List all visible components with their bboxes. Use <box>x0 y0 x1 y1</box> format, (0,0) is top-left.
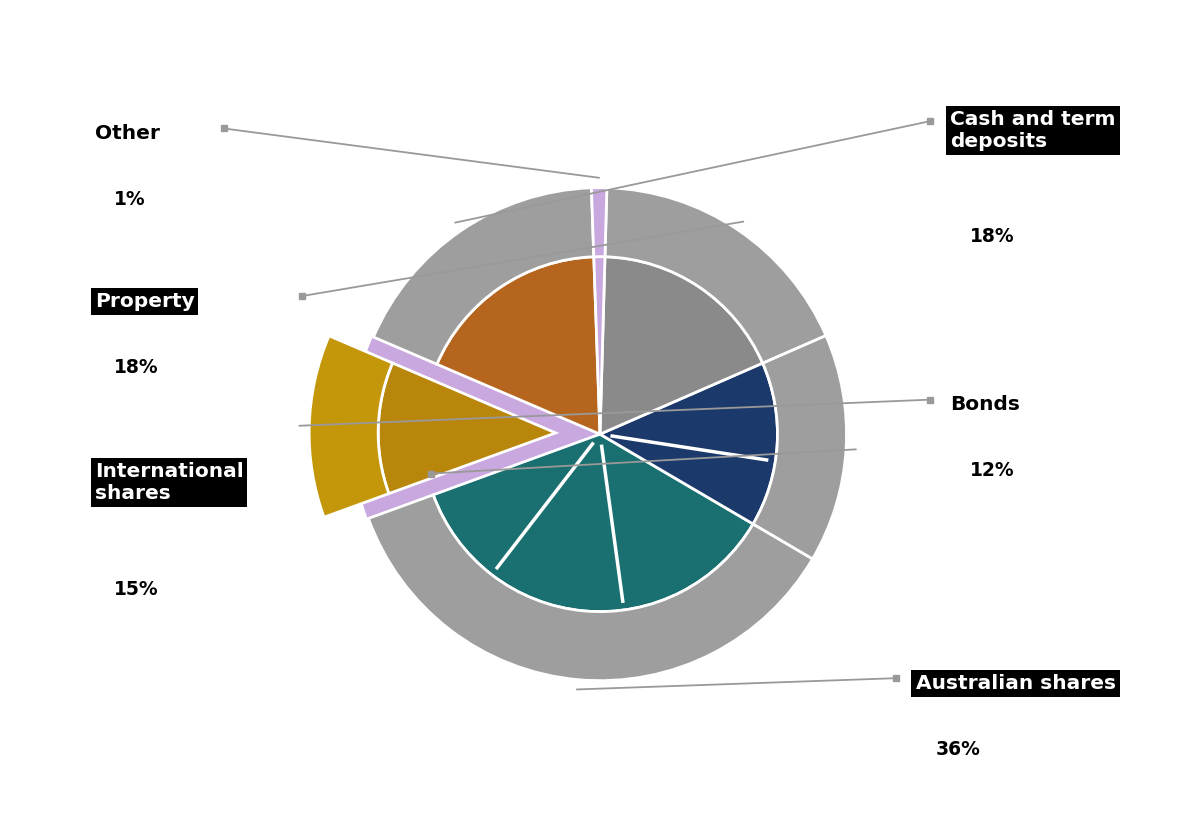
Wedge shape <box>368 495 812 681</box>
Text: Cash and term
deposits: Cash and term deposits <box>950 110 1116 151</box>
Text: Property: Property <box>95 292 194 311</box>
Wedge shape <box>378 363 556 494</box>
Text: Australian shares: Australian shares <box>916 674 1116 693</box>
Text: Other: Other <box>95 124 160 143</box>
Text: 15%: 15% <box>114 580 160 599</box>
Wedge shape <box>592 188 607 257</box>
Wedge shape <box>754 336 846 559</box>
Text: 12%: 12% <box>970 461 1014 480</box>
Text: International
shares: International shares <box>95 462 244 503</box>
Wedge shape <box>437 257 600 434</box>
Wedge shape <box>433 434 754 612</box>
Text: 36%: 36% <box>935 740 980 759</box>
Polygon shape <box>354 188 846 681</box>
Wedge shape <box>600 363 778 524</box>
Wedge shape <box>594 256 605 434</box>
Text: Bonds: Bonds <box>950 396 1020 414</box>
Wedge shape <box>600 256 763 434</box>
Wedge shape <box>605 188 826 363</box>
Text: 1%: 1% <box>114 190 146 209</box>
Text: 18%: 18% <box>970 227 1014 246</box>
Text: 18%: 18% <box>114 358 160 377</box>
Wedge shape <box>310 336 392 518</box>
Wedge shape <box>373 188 594 364</box>
